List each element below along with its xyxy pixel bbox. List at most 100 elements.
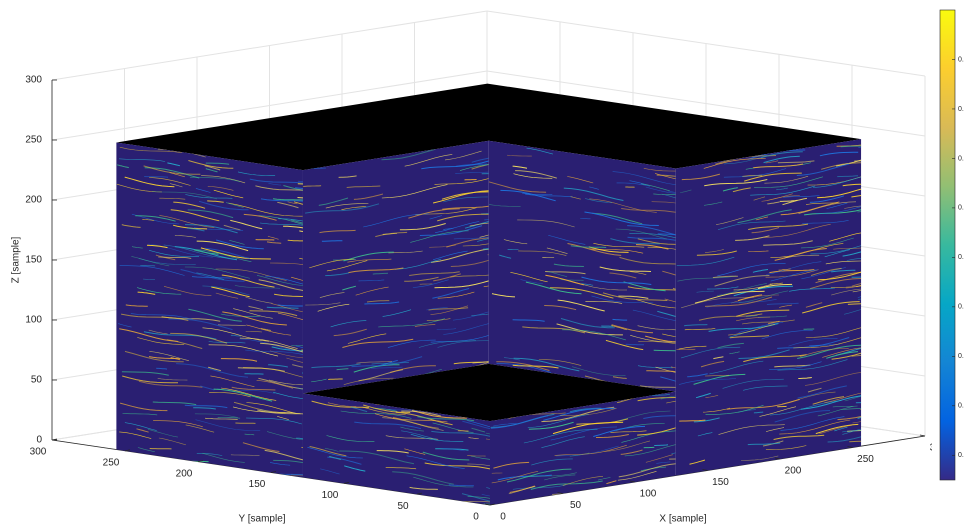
seismic-streak <box>325 272 349 277</box>
colorbar-tick-label: 0. <box>958 56 964 63</box>
grid-line <box>486 70 926 137</box>
seismic-streak <box>526 147 553 155</box>
seismic-streak <box>769 400 842 416</box>
seismic-streak <box>296 387 303 390</box>
seismic-streak <box>570 196 581 200</box>
seismic-streak <box>605 339 644 351</box>
seismic-streak <box>351 356 423 368</box>
seismic-streak <box>657 233 676 236</box>
seismic-streak <box>317 303 350 312</box>
seismic-streak <box>857 296 862 298</box>
seismic-streak <box>347 258 392 263</box>
x-axis-label: X [sample] <box>659 514 706 525</box>
seismic-streak <box>341 206 367 211</box>
z-tick-label: 250 <box>25 135 42 146</box>
seismic-streak <box>851 355 862 357</box>
seismic-streak <box>546 247 568 254</box>
seismic-streak <box>245 331 263 333</box>
z-tick-label: 0 <box>36 435 42 446</box>
seismic-streak <box>246 324 291 336</box>
seismic-streak <box>738 349 790 359</box>
seismic-streak <box>142 219 155 221</box>
seismic-streak <box>422 451 470 461</box>
seismic-streak <box>169 183 183 188</box>
seismic-streak <box>774 364 811 368</box>
seismic-streak <box>434 280 489 289</box>
seismic-streak <box>805 202 838 205</box>
seismic-streak <box>717 220 786 230</box>
seismic-streak <box>293 201 303 205</box>
seismic-streak <box>530 480 603 490</box>
seismic-streak <box>381 184 448 199</box>
seismic-streak <box>680 189 692 194</box>
colorbar-tick-label: 0. <box>958 403 964 410</box>
seismic-streak <box>584 198 613 203</box>
seismic-streak <box>174 235 196 238</box>
seismic-streak <box>202 285 250 296</box>
z-tick-label: 300 <box>25 75 42 86</box>
seismic-streak <box>538 359 582 366</box>
seismic-streak <box>681 173 721 181</box>
colorbar-bar <box>939 9 956 481</box>
seismic-streak <box>717 263 786 277</box>
seismic-streak <box>462 243 489 247</box>
seismic-streak <box>237 367 285 372</box>
seismic-streak <box>704 374 730 377</box>
seismic-streak <box>268 379 303 386</box>
seismic-streak <box>303 185 322 187</box>
seismic-streak <box>452 311 489 321</box>
seismic-streak <box>202 327 269 342</box>
seismic-streak <box>689 459 706 465</box>
seismic-streak <box>184 266 250 279</box>
seismic-streak <box>581 283 594 286</box>
seismic-streak <box>437 340 489 348</box>
seismic-streak <box>355 286 389 296</box>
x-tick <box>847 446 853 448</box>
seismic-streak <box>704 296 773 307</box>
seismic-streak <box>662 333 676 337</box>
seismic-streak <box>207 200 224 203</box>
seismic-streak <box>245 296 273 304</box>
seismic-streak <box>639 385 676 388</box>
seismic-streak <box>256 275 303 286</box>
seismic-streak <box>295 345 303 348</box>
seismic-streak <box>277 312 303 320</box>
seismic-streak <box>450 274 489 278</box>
seismic-streak <box>119 431 152 439</box>
seismic-streak <box>560 407 617 416</box>
seismic-streak <box>714 275 770 287</box>
seismic-streak <box>718 424 785 435</box>
seismic-streak <box>697 432 713 437</box>
seismic-streak <box>585 301 623 304</box>
y-tick <box>270 471 277 473</box>
seismic-streak <box>185 424 215 433</box>
seismic-streak <box>703 407 731 413</box>
seismic-streak <box>541 406 615 423</box>
seismic-streak <box>826 351 859 359</box>
seismic-streak <box>723 155 767 165</box>
seismic-streak <box>619 256 676 265</box>
seismic-streak <box>155 254 176 261</box>
seismic-streak <box>266 306 299 309</box>
seismic-streak <box>687 373 708 378</box>
seismic-streak <box>554 444 627 456</box>
seismic-streak <box>713 356 724 360</box>
seismic-streak <box>184 404 228 409</box>
seismic-streak <box>371 361 410 365</box>
seismic-streak <box>671 452 676 455</box>
seismic-streak <box>750 185 816 196</box>
seismic-streak <box>299 230 303 232</box>
seismic-streak <box>205 417 238 420</box>
seismic-streak <box>637 238 676 245</box>
seismic-streak <box>693 373 746 385</box>
seismic-streak <box>442 448 465 452</box>
seismic-streak <box>732 187 751 193</box>
seismic-texture <box>307 400 490 505</box>
seismic-streak <box>137 447 155 452</box>
seismic-streak <box>747 442 781 446</box>
seismic-streak <box>812 176 862 188</box>
seismic-streak <box>242 367 303 378</box>
seismic-streak <box>796 163 850 176</box>
seismic-streak <box>291 276 303 281</box>
seismic-streak <box>696 250 737 256</box>
